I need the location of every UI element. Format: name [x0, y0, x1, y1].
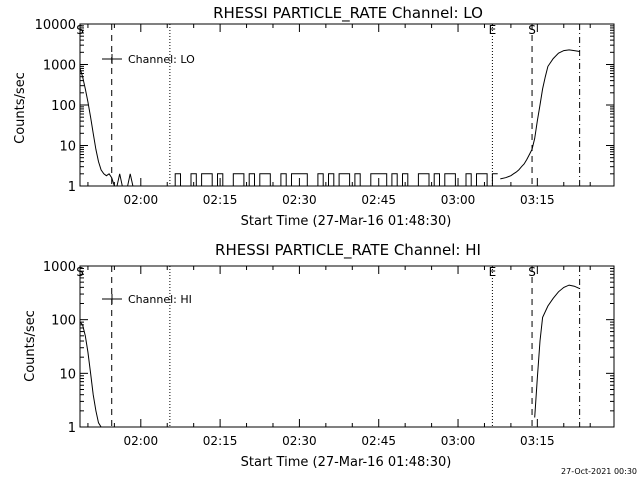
- x-tick-label: 02:30: [282, 434, 317, 448]
- x-tick-label: 02:30: [282, 193, 317, 207]
- series-line: [79, 49, 580, 187]
- chart-title: RHESSI PARTICLE_RATE Channel: HI: [215, 241, 481, 260]
- x-tick-label: 03:00: [441, 434, 476, 448]
- footer-timestamp: 27-Oct-2021 00:30: [561, 467, 637, 476]
- legend-label: Channel: HI: [128, 293, 192, 306]
- x-tick-label: 03:15: [520, 193, 555, 207]
- x-axis-label: Start Time (27-Mar-16 01:48:30): [241, 214, 452, 229]
- y-tick-label: 1: [68, 180, 76, 195]
- chart-title: RHESSI PARTICLE_RATE Channel: LO: [213, 4, 483, 23]
- time-marker-label: E: [489, 23, 497, 37]
- x-tick-label: 02:45: [361, 434, 396, 448]
- time-marker-label: E: [489, 265, 497, 279]
- y-tick-label: 100: [51, 314, 76, 329]
- x-tick-label: 03:00: [441, 193, 476, 207]
- x-tick-label: 02:00: [124, 193, 159, 207]
- y-tick-label: 1: [68, 421, 76, 436]
- time-marker-label: S: [528, 265, 536, 279]
- y-tick-label: 1000: [43, 59, 76, 74]
- x-tick-label: 02:45: [361, 193, 396, 207]
- panel-lo: RHESSI PARTICLE_RATE Channel: LO Start T…: [13, 4, 615, 229]
- plot-frame: [79, 265, 615, 428]
- y-axis-label: Counts/sec: [23, 310, 38, 382]
- y-tick-label: 1000: [43, 260, 76, 275]
- x-tick-label: 02:15: [203, 193, 238, 207]
- x-tick-label: 02:00: [124, 434, 159, 448]
- time-marker-label: S: [76, 23, 84, 37]
- panel-hi: RHESSI PARTICLE_RATE Channel: HI Start T…: [23, 241, 615, 470]
- x-tick-label: 03:15: [520, 434, 555, 448]
- y-tick-label: 10: [59, 140, 76, 155]
- time-marker-label: S: [76, 265, 84, 279]
- series-line: [79, 284, 580, 428]
- plot-frame: [79, 23, 615, 187]
- legend-label: Channel: LO: [128, 53, 195, 66]
- x-tick-label: 02:15: [203, 434, 238, 448]
- series-line: [169, 173, 498, 187]
- x-axis-label: Start Time (27-Mar-16 01:48:30): [241, 455, 452, 470]
- y-tick-label: 10: [59, 367, 76, 382]
- y-axis-label: Counts/sec: [13, 72, 28, 144]
- y-tick-label: 10000: [35, 18, 76, 33]
- y-tick-label: 100: [51, 99, 76, 114]
- time-marker-label: S: [528, 23, 536, 37]
